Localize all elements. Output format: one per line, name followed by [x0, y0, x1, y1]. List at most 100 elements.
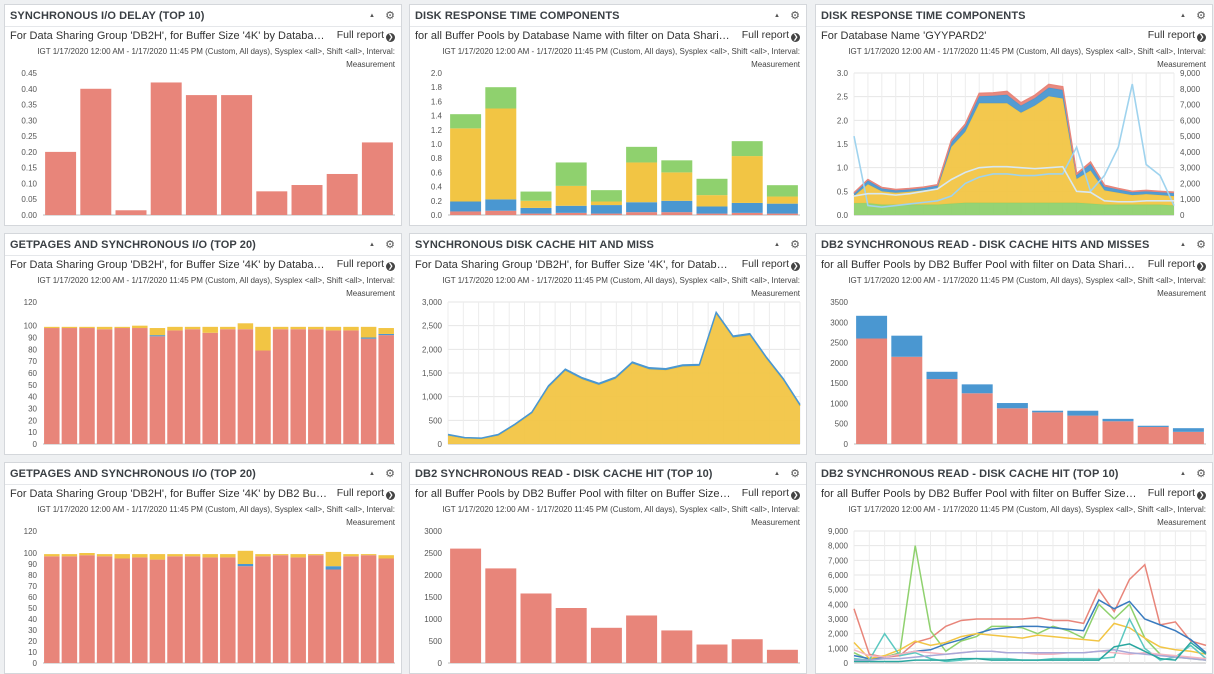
full-report-link[interactable]: Full report ❯ — [337, 487, 395, 500]
bar[interactable] — [360, 554, 377, 556]
collapse-icon[interactable]: ▲ — [774, 242, 780, 248]
bar[interactable] — [272, 326, 289, 330]
bar[interactable] — [325, 551, 342, 567]
collapse-icon[interactable]: ▲ — [774, 13, 780, 19]
bar[interactable] — [766, 185, 798, 197]
bar[interactable] — [1172, 431, 1204, 444]
gear-icon[interactable]: ⚙ — [1196, 468, 1206, 480]
bar[interactable] — [325, 326, 342, 331]
bar[interactable] — [272, 555, 289, 663]
bar[interactable] — [696, 206, 728, 214]
bar[interactable] — [61, 326, 78, 329]
bar[interactable] — [343, 556, 359, 663]
bar[interactable] — [520, 191, 552, 201]
bar[interactable] — [202, 554, 218, 558]
full-report-link[interactable]: Full report ❯ — [1148, 258, 1206, 271]
bar[interactable] — [520, 593, 552, 663]
bar[interactable] — [450, 548, 482, 663]
bar[interactable] — [290, 326, 306, 330]
bar[interactable] — [996, 408, 1028, 444]
bar[interactable] — [96, 556, 113, 663]
line-series[interactable] — [853, 83, 1175, 208]
gear-icon[interactable]: ⚙ — [790, 468, 800, 480]
bar[interactable] — [184, 556, 201, 663]
bar[interactable] — [325, 330, 342, 444]
bar[interactable] — [361, 142, 393, 215]
bar[interactable] — [61, 328, 78, 444]
bar[interactable] — [378, 555, 394, 559]
bar[interactable] — [255, 350, 271, 444]
bar[interactable] — [961, 384, 993, 394]
collapse-icon[interactable]: ▲ — [1180, 471, 1186, 477]
bar[interactable] — [44, 554, 60, 557]
full-report-link[interactable]: Full report ❯ — [742, 487, 800, 500]
bar[interactable] — [220, 554, 236, 558]
bar[interactable] — [79, 328, 95, 444]
bar[interactable] — [149, 554, 166, 560]
line-series[interactable] — [853, 622, 1207, 660]
bar[interactable] — [891, 356, 923, 444]
bar[interactable] — [555, 608, 587, 663]
bar[interactable] — [255, 556, 271, 663]
bar[interactable] — [1102, 418, 1134, 422]
bar[interactable] — [661, 212, 693, 215]
bar[interactable] — [891, 335, 923, 357]
bar[interactable] — [555, 205, 587, 213]
bar[interactable] — [149, 336, 166, 444]
bar[interactable] — [202, 326, 218, 333]
bar[interactable] — [731, 141, 763, 157]
bar[interactable] — [237, 564, 254, 567]
bar[interactable] — [149, 335, 166, 337]
bar[interactable] — [661, 630, 693, 663]
bar[interactable] — [1137, 426, 1169, 444]
bar[interactable] — [696, 644, 728, 663]
line-series[interactable] — [853, 165, 1174, 203]
bar[interactable] — [1172, 428, 1204, 432]
bar[interactable] — [555, 185, 587, 206]
bar[interactable] — [290, 554, 306, 558]
bar[interactable] — [485, 87, 517, 109]
line-series[interactable] — [853, 563, 1207, 658]
bar[interactable] — [79, 555, 95, 663]
gear-icon[interactable]: ⚙ — [790, 239, 800, 251]
bar[interactable] — [590, 190, 622, 202]
bar[interactable] — [272, 554, 289, 556]
bar[interactable] — [150, 82, 182, 215]
bar[interactable] — [626, 615, 658, 663]
bar[interactable] — [856, 315, 888, 339]
bar[interactable] — [221, 95, 253, 215]
bar[interactable] — [343, 554, 359, 557]
bar[interactable] — [555, 162, 587, 186]
bar[interactable] — [1137, 425, 1169, 427]
bar[interactable] — [996, 403, 1028, 409]
bar[interactable] — [520, 213, 552, 215]
bar[interactable] — [1032, 410, 1064, 413]
bar[interactable] — [308, 329, 324, 444]
bar[interactable] — [378, 333, 394, 336]
collapse-icon[interactable]: ▲ — [774, 471, 780, 477]
bar[interactable] — [79, 326, 95, 329]
bar[interactable] — [450, 201, 482, 212]
bar[interactable] — [1102, 421, 1134, 444]
bar[interactable] — [132, 328, 148, 444]
bar[interactable] — [61, 554, 78, 557]
bar[interactable] — [360, 337, 377, 339]
bar[interactable] — [378, 328, 394, 334]
bar[interactable] — [926, 371, 958, 380]
bar[interactable] — [590, 627, 622, 663]
line-series[interactable] — [854, 649, 1207, 661]
bar[interactable] — [149, 328, 166, 336]
bar[interactable] — [343, 326, 359, 331]
bar[interactable] — [590, 205, 622, 214]
bar[interactable] — [237, 323, 254, 330]
collapse-icon[interactable]: ▲ — [1180, 242, 1186, 248]
bar[interactable] — [325, 566, 342, 570]
bar[interactable] — [696, 178, 728, 196]
bar[interactable] — [167, 556, 183, 663]
bar[interactable] — [96, 326, 113, 330]
bar[interactable] — [237, 329, 254, 444]
bar[interactable] — [343, 330, 359, 444]
bar[interactable] — [167, 330, 183, 444]
bar[interactable] — [360, 555, 377, 663]
collapse-icon[interactable]: ▲ — [369, 242, 375, 248]
